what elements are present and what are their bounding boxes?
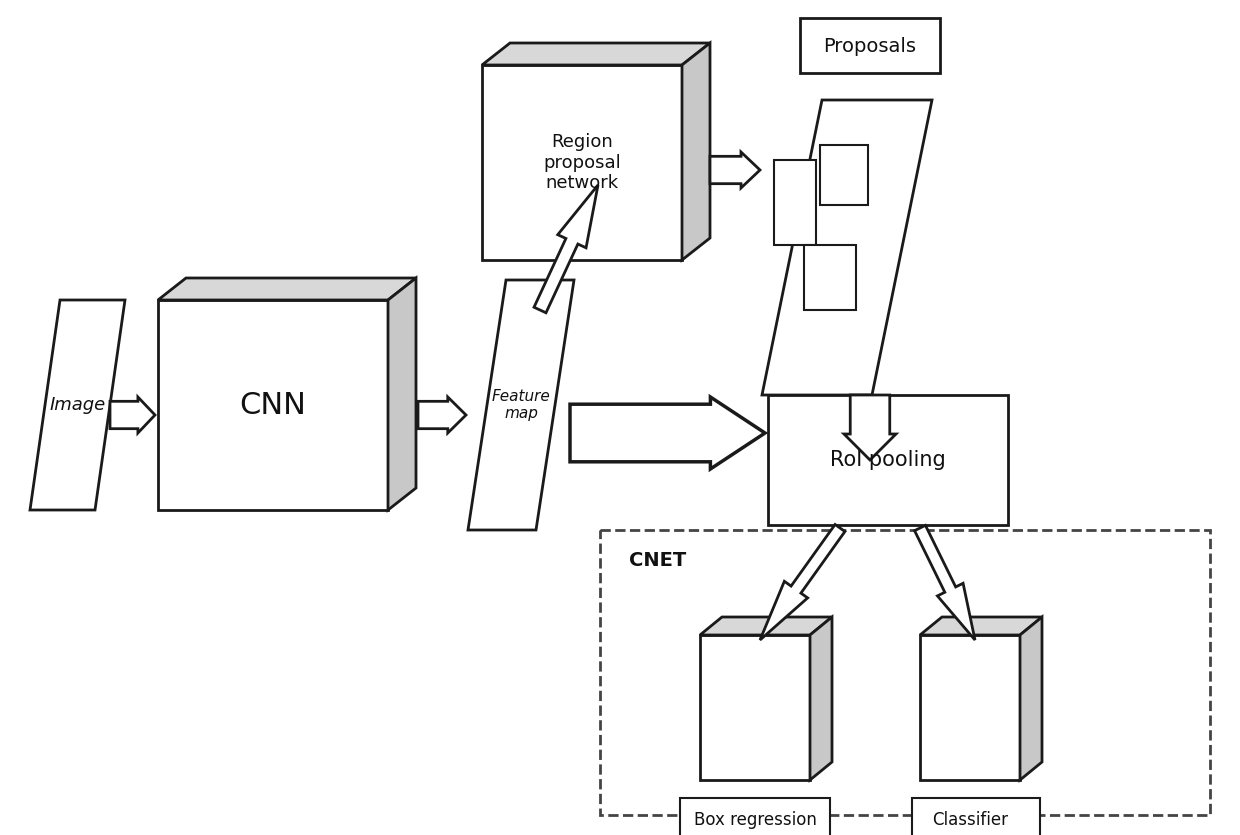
Polygon shape <box>570 397 765 469</box>
Text: Box regression: Box regression <box>693 811 816 829</box>
Polygon shape <box>467 280 574 530</box>
Text: Classifier: Classifier <box>932 811 1008 829</box>
Bar <box>820 145 868 205</box>
Polygon shape <box>711 152 760 188</box>
Bar <box>680 798 830 835</box>
Polygon shape <box>1021 617 1042 780</box>
Bar <box>804 245 856 310</box>
Polygon shape <box>157 278 415 300</box>
Bar <box>768 395 1008 525</box>
Text: Region
proposal
network: Region proposal network <box>543 133 621 192</box>
Polygon shape <box>110 397 155 433</box>
Polygon shape <box>844 395 897 460</box>
Polygon shape <box>482 43 711 65</box>
Polygon shape <box>418 397 466 433</box>
Text: RoI pooling: RoI pooling <box>830 450 946 470</box>
Text: Feature
map: Feature map <box>491 389 551 421</box>
Polygon shape <box>915 525 975 640</box>
Bar <box>800 18 940 73</box>
Polygon shape <box>920 635 1021 780</box>
Text: CNET: CNET <box>630 550 687 569</box>
Polygon shape <box>682 43 711 260</box>
Bar <box>911 798 1040 835</box>
Polygon shape <box>701 617 832 635</box>
Polygon shape <box>388 278 415 510</box>
Polygon shape <box>482 65 682 260</box>
Text: Proposals: Proposals <box>823 38 916 57</box>
Bar <box>600 530 1210 815</box>
Polygon shape <box>157 300 388 510</box>
Polygon shape <box>701 635 810 780</box>
Polygon shape <box>763 100 932 395</box>
Text: CNN: CNN <box>239 391 306 419</box>
Bar <box>774 160 816 245</box>
Polygon shape <box>534 185 598 313</box>
Polygon shape <box>920 617 1042 635</box>
Polygon shape <box>810 617 832 780</box>
Polygon shape <box>760 524 844 640</box>
Text: Image: Image <box>50 396 105 414</box>
Polygon shape <box>30 300 125 510</box>
